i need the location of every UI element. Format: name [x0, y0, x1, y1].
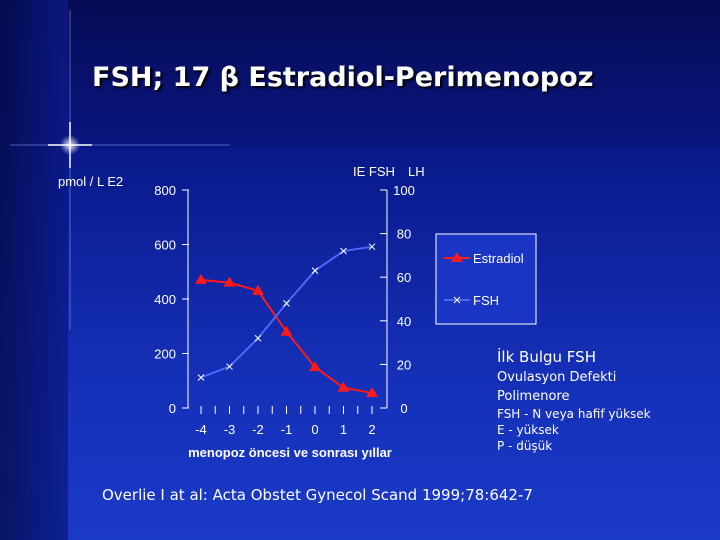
- estradiol-marker: [337, 381, 350, 392]
- fsh-marker: [283, 300, 290, 307]
- x-tick-label: 0: [311, 422, 318, 437]
- legend-estradiol-label: Estradiol: [473, 251, 524, 266]
- legend-box: [435, 233, 537, 325]
- x-tick-label: -2: [252, 422, 264, 437]
- slide-header-band: [0, 0, 720, 148]
- right-tick-label: 40: [397, 314, 411, 329]
- estradiol-marker: [309, 361, 321, 372]
- right-axis-label-2: LH: [408, 164, 425, 179]
- left-tick-label: 800: [154, 183, 176, 198]
- fsh-marker: [368, 243, 376, 251]
- x-tick-label: 1: [340, 422, 347, 437]
- slide-title: FSH; 17 β Estradiol-Perimenopoz: [92, 62, 594, 93]
- x-tick-label: 2: [368, 422, 375, 437]
- right-tick-label: 0: [400, 401, 407, 416]
- note-line-2: Polimenore: [497, 389, 570, 404]
- legend-fsh-label: FSH: [473, 293, 499, 308]
- estradiol-marker: [366, 387, 378, 398]
- note-line-1: Ovulasyon Defekti: [497, 370, 617, 385]
- note-line-5: P - düşük: [497, 439, 553, 453]
- fsh-line: [200, 245, 373, 379]
- right-tick-label: 60: [397, 270, 411, 285]
- left-tick-label: 0: [169, 401, 176, 416]
- right-tick-label: 80: [397, 227, 411, 242]
- left-tick-label: 200: [154, 347, 176, 362]
- x-axis-label: menopoz öncesi ve sonrası yıllar: [188, 445, 392, 460]
- right-tick-label: 100: [393, 183, 415, 198]
- right-tick-label: 20: [397, 357, 411, 372]
- x-tick-label: -1: [281, 422, 293, 437]
- fsh-marker: [340, 247, 347, 255]
- left-tick-label: 400: [154, 292, 176, 307]
- reference-citation: Overlie I at al: Acta Obstet Gynecol Sca…: [102, 486, 533, 504]
- right-axis-label-1: IE FSH: [353, 164, 395, 179]
- x-tick-label: -4: [195, 422, 207, 437]
- estradiol-marker: [252, 284, 264, 295]
- fsh-marker: [254, 334, 262, 342]
- fsh-marker: [197, 374, 205, 381]
- fsh-marker: [226, 363, 233, 370]
- legend-fsh-marker: [453, 296, 461, 304]
- fsh-marker: [311, 267, 319, 275]
- note-line-3: FSH - N veya hafif yüksek: [497, 407, 651, 421]
- x-tick-label: -3: [224, 422, 236, 437]
- note-line-4: E - yüksek: [497, 423, 559, 437]
- estradiol-line: [200, 278, 373, 394]
- note-heading: İlk Bulgu FSH: [497, 348, 596, 366]
- estradiol-marker: [280, 325, 293, 336]
- legend-estradiol-marker: [451, 252, 463, 262]
- left-axis-label: pmol / L E2: [58, 174, 123, 189]
- slide-left-band: [0, 0, 68, 540]
- estradiol-marker: [223, 276, 236, 287]
- estradiol-marker: [195, 273, 207, 284]
- left-tick-label: 600: [154, 238, 176, 253]
